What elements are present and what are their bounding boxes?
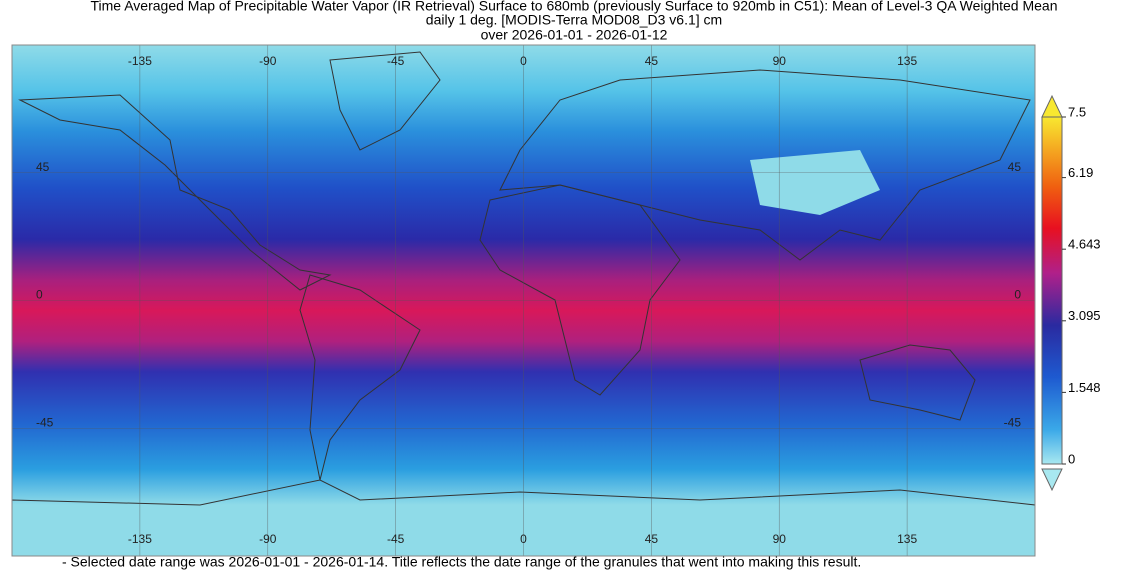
greenland bbox=[329, 51, 441, 151]
lon-label: 45 bbox=[645, 532, 659, 546]
title-line: Time Averaged Map of Precipitable Water … bbox=[91, 0, 1058, 14]
map: -135 -135 -90 -90 -45 -45 0 0 45 45 90 90 135 135 45 45… bbox=[11, 44, 1036, 557]
caption: - Selected date range was 2026-01-01 - 2… bbox=[62, 554, 861, 570]
lon-label: -135 bbox=[128, 54, 152, 68]
lon-label: -90 bbox=[259, 54, 277, 68]
lat-label: -45 bbox=[1004, 415, 1022, 429]
colorbar-min-arrow bbox=[1041, 468, 1063, 492]
lon-label: 135 bbox=[897, 54, 917, 68]
lon-label: -90 bbox=[259, 532, 277, 546]
map-frame bbox=[11, 44, 1036, 557]
colorbar-tick-label: 4.643 bbox=[1068, 237, 1101, 252]
lon-label: 0 bbox=[520, 532, 527, 546]
australia bbox=[859, 344, 976, 421]
lat-label: 45 bbox=[1008, 160, 1022, 174]
lon-label: 0 bbox=[520, 54, 527, 68]
lat-label: 45 bbox=[36, 160, 50, 174]
colorbar-tick-label: 0 bbox=[1068, 451, 1075, 466]
north-america bbox=[18, 94, 332, 291]
colorbar-bar bbox=[1041, 116, 1063, 465]
lat-label: 0 bbox=[1014, 288, 1021, 302]
lon-label: -45 bbox=[387, 54, 405, 68]
title-line: daily 1 deg. [MODIS-Terra MOD08_D3 v6.1]… bbox=[426, 12, 722, 28]
south-america bbox=[299, 274, 421, 481]
title-line: over 2026-01-01 - 2026-01-12 bbox=[481, 27, 668, 43]
lon-label: 45 bbox=[645, 54, 659, 68]
lat-label: -45 bbox=[36, 415, 54, 429]
colorbar-tick-label: 1.548 bbox=[1068, 380, 1101, 395]
colorbar-tick-label: 7.5 bbox=[1068, 104, 1086, 119]
tibet bbox=[750, 150, 880, 215]
lon-label: -45 bbox=[387, 532, 405, 546]
lon-label: 90 bbox=[773, 532, 787, 546]
colorbar-max-arrow bbox=[1041, 94, 1063, 118]
colorbar-tick-label: 6.19 bbox=[1068, 165, 1093, 180]
colorbar-tick-label: 3.095 bbox=[1068, 308, 1101, 323]
lon-label: 135 bbox=[897, 532, 917, 546]
lon-label: -135 bbox=[128, 532, 152, 546]
eurasia bbox=[499, 69, 1031, 261]
lon-label: 90 bbox=[773, 54, 787, 68]
title: Time Averaged Map of Precipitable Water … bbox=[91, 0, 1058, 43]
lat-label: 0 bbox=[36, 288, 43, 302]
colorbar: 0 1.548 3.095 4.643 6.19 7.5 bbox=[1041, 94, 1101, 492]
